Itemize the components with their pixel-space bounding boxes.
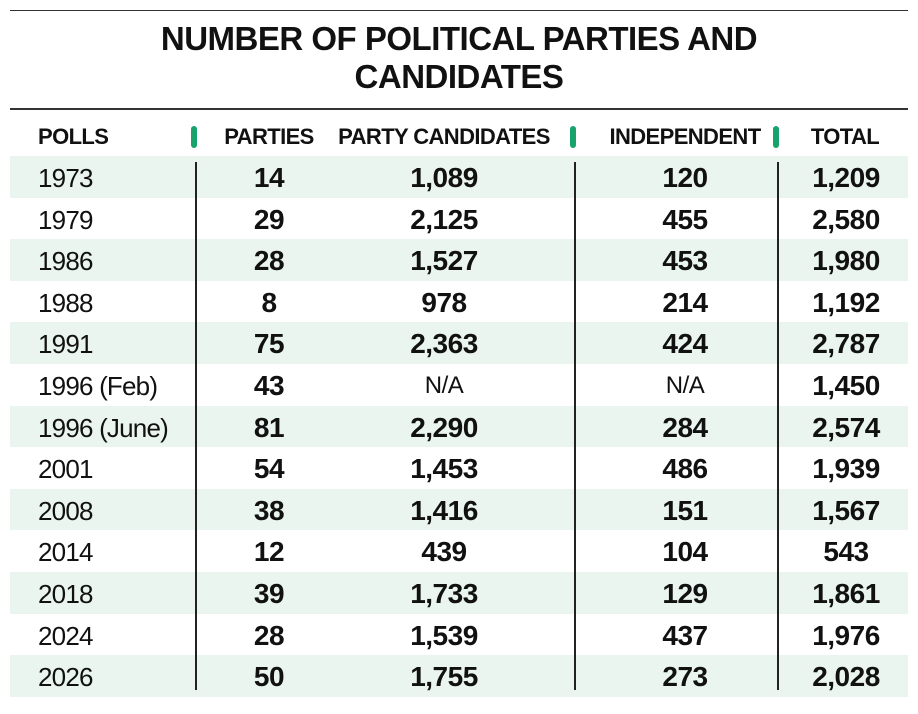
table-row: 1996 (Feb) 43 N/A N/A 1,450 xyxy=(10,364,908,406)
column-divider-line xyxy=(777,162,779,690)
cell-independent: 151 xyxy=(662,494,708,526)
cell-independent: 120 xyxy=(662,162,708,193)
header-total: TOTAL xyxy=(810,124,880,149)
table-row: 2001 54 1,453 486 1,939 xyxy=(10,447,908,489)
cell-independent: 273 xyxy=(662,661,708,693)
header-party-candidates: PARTY CANDIDATES xyxy=(338,124,550,149)
cell-total: 2,028 xyxy=(812,661,880,693)
cell-poll: 2018 xyxy=(38,578,93,609)
cell-poll: 1986 xyxy=(38,246,93,277)
cell-total: 1,567 xyxy=(812,494,880,526)
cell-independent: 129 xyxy=(662,577,708,609)
cell-poll: 1996 (Feb) xyxy=(38,370,158,401)
cell-total: 1,980 xyxy=(812,245,880,277)
cell-parties: 54 xyxy=(253,453,285,485)
cell-total: 1,192 xyxy=(812,286,880,318)
table-row: 2018 39 1,733 129 1,861 xyxy=(10,571,908,614)
cell-parties: 14 xyxy=(253,162,285,193)
cell-party-candidates: 1,539 xyxy=(410,619,478,651)
column-divider-marker xyxy=(570,126,576,148)
cell-parties: 75 xyxy=(253,328,285,360)
cell-parties: 12 xyxy=(253,536,285,568)
table-header: POLLS PARTIES PARTY CANDIDATES INDEPENDE… xyxy=(10,116,908,156)
cell-parties: 43 xyxy=(253,369,285,401)
cell-party-candidates: 1,416 xyxy=(410,494,478,526)
cell-party-candidates: 439 xyxy=(421,536,467,568)
table-row: 2014 12 439 104 543 xyxy=(10,530,908,572)
cell-parties: 29 xyxy=(253,203,285,235)
cell-parties: 28 xyxy=(253,245,285,277)
cell-parties: 39 xyxy=(253,577,285,609)
cell-total: 1,209 xyxy=(812,162,880,193)
table-row: 2024 28 1,539 437 1,976 xyxy=(10,614,908,656)
cell-independent: 214 xyxy=(662,286,708,318)
table-row: 1996 (June) 81 2,290 284 2,574 xyxy=(10,405,908,448)
title-rule xyxy=(10,108,908,110)
cell-poll: 1991 xyxy=(38,329,93,360)
cell-poll: 2026 xyxy=(38,662,93,693)
table-row: 1986 28 1,527 453 1,980 xyxy=(10,239,908,281)
cell-total: 543 xyxy=(823,536,869,568)
cell-party-candidates: 1,755 xyxy=(410,661,478,693)
cell-poll: 2008 xyxy=(38,495,93,526)
cell-poll: 1979 xyxy=(38,204,93,235)
table-title: NUMBER OF POLITICAL PARTIES AND CANDIDAT… xyxy=(10,20,908,96)
cell-poll: 2001 xyxy=(38,454,93,485)
table-body: 1973 14 1,089 120 1,209 1979 29 2,125 455 2,580 19… xyxy=(10,156,908,697)
cell-poll: 2024 xyxy=(38,620,93,651)
cell-total: 1,939 xyxy=(812,453,880,485)
cell-independent: 437 xyxy=(662,619,708,651)
cell-independent: 453 xyxy=(662,245,708,277)
table-row: 1988 8 978 214 1,192 xyxy=(10,281,908,323)
column-divider-line xyxy=(195,162,197,690)
cell-total: 1,450 xyxy=(812,369,880,401)
cell-parties: 28 xyxy=(253,619,285,651)
cell-total: 1,976 xyxy=(812,619,880,651)
cell-independent: 486 xyxy=(662,453,708,485)
cell-party-candidates: 1,527 xyxy=(410,245,478,277)
cell-independent: N/A xyxy=(665,371,705,399)
cell-poll: 2014 xyxy=(38,537,93,568)
cell-party-candidates: 1,453 xyxy=(410,453,478,485)
cell-parties: 50 xyxy=(253,661,285,693)
header-polls: POLLS xyxy=(38,124,109,149)
top-rule xyxy=(10,10,908,11)
table-title-line-2: CANDIDATES xyxy=(354,58,564,95)
table-row: 1973 14 1,089 120 1,209 xyxy=(10,156,908,198)
cell-party-candidates: 978 xyxy=(421,286,467,318)
table-row: 1991 75 2,363 424 2,787 xyxy=(10,322,908,364)
cell-parties: 8 xyxy=(261,286,277,318)
cell-party-candidates: 1,733 xyxy=(410,577,478,609)
table-row: 2026 50 1,755 273 2,028 xyxy=(10,655,908,697)
cell-party-candidates: 2,363 xyxy=(410,328,478,360)
cell-total: 1,861 xyxy=(812,577,880,609)
table-row: 1979 29 2,125 455 2,580 xyxy=(10,198,908,240)
cell-independent: 455 xyxy=(662,203,708,235)
cell-poll: 1988 xyxy=(38,287,93,318)
column-divider-marker xyxy=(191,126,197,148)
cell-parties: 81 xyxy=(253,411,285,443)
cell-total: 2,580 xyxy=(812,203,880,235)
cell-party-candidates: 2,125 xyxy=(410,203,478,235)
table-row: 2008 38 1,416 151 1,567 xyxy=(10,488,908,531)
table-title-line-1: NUMBER OF POLITICAL PARTIES AND xyxy=(160,20,758,57)
cell-poll: 1973 xyxy=(38,163,93,193)
cell-poll: 1996 (June) xyxy=(38,412,169,443)
cell-independent: 284 xyxy=(662,411,708,443)
cell-total: 2,787 xyxy=(812,328,880,360)
header-independent: INDEPENDENT xyxy=(609,124,761,149)
cell-independent: 424 xyxy=(662,328,708,360)
cell-total: 2,574 xyxy=(812,411,880,443)
cell-party-candidates: 1,089 xyxy=(410,162,478,193)
column-divider-line xyxy=(574,162,576,690)
cell-party-candidates: 2,290 xyxy=(410,411,478,443)
cell-independent: 104 xyxy=(662,536,708,568)
cell-party-candidates: N/A xyxy=(424,371,464,399)
cell-parties: 38 xyxy=(253,494,285,526)
header-parties: PARTIES xyxy=(224,124,314,149)
column-divider-marker xyxy=(773,126,779,148)
